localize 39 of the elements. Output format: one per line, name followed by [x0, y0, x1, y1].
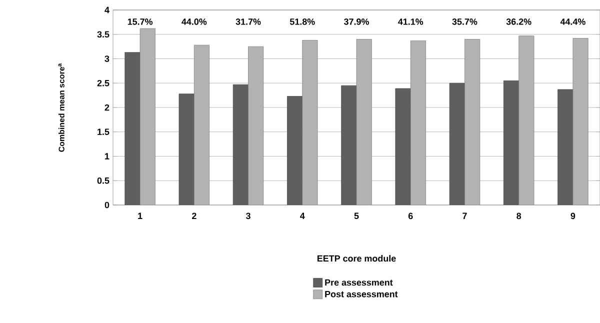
x-tick-label: 6	[408, 212, 413, 220]
bar	[449, 82, 465, 205]
x-tick-label: 8	[516, 212, 522, 220]
bar	[558, 89, 574, 205]
y-tick-label: 3	[104, 56, 110, 62]
bar	[124, 52, 140, 205]
y-tick-label: 2	[104, 104, 110, 111]
bar	[232, 84, 248, 205]
y-tick-label: 1.5	[98, 128, 110, 136]
y-tick-label: 3.5	[97, 31, 110, 38]
y-tick-label: 4	[104, 6, 110, 14]
bar	[395, 88, 411, 205]
annotation: 31.7%	[236, 18, 261, 25]
annotation: 44.0%	[182, 18, 207, 25]
bar	[287, 96, 303, 205]
annotation: 15.7%	[128, 18, 153, 25]
x-axis-title: EETP core module	[317, 255, 396, 262]
annotation: 44.4%	[560, 18, 586, 25]
annotation: 36.2%	[506, 18, 532, 25]
y-tick-label: 0.5	[97, 177, 110, 184]
annotation: 37.9%	[344, 18, 369, 25]
annotation: 35.7%	[452, 18, 478, 25]
x-tick-label: 7	[462, 212, 467, 219]
bar	[341, 85, 357, 205]
x-tick-label: 5	[354, 212, 359, 220]
x-tick-label: 9	[570, 212, 576, 220]
y-tick-label: 2.5	[97, 80, 110, 86]
x-tick-label: 2	[192, 212, 196, 220]
bar	[178, 94, 194, 205]
legend-label: Post assessment	[325, 291, 398, 298]
legend-label: Pre assessment	[325, 279, 393, 286]
y-tick-label: 1	[105, 153, 110, 160]
bar	[503, 80, 520, 205]
x-tick-label: 4	[300, 212, 305, 219]
x-tick-label: 1	[138, 212, 142, 219]
x-tick-label: 3	[246, 212, 250, 220]
annotation: 51.8%	[290, 18, 315, 25]
annotation: 41.1%	[398, 18, 424, 25]
y-tick-label: 0	[104, 202, 110, 208]
